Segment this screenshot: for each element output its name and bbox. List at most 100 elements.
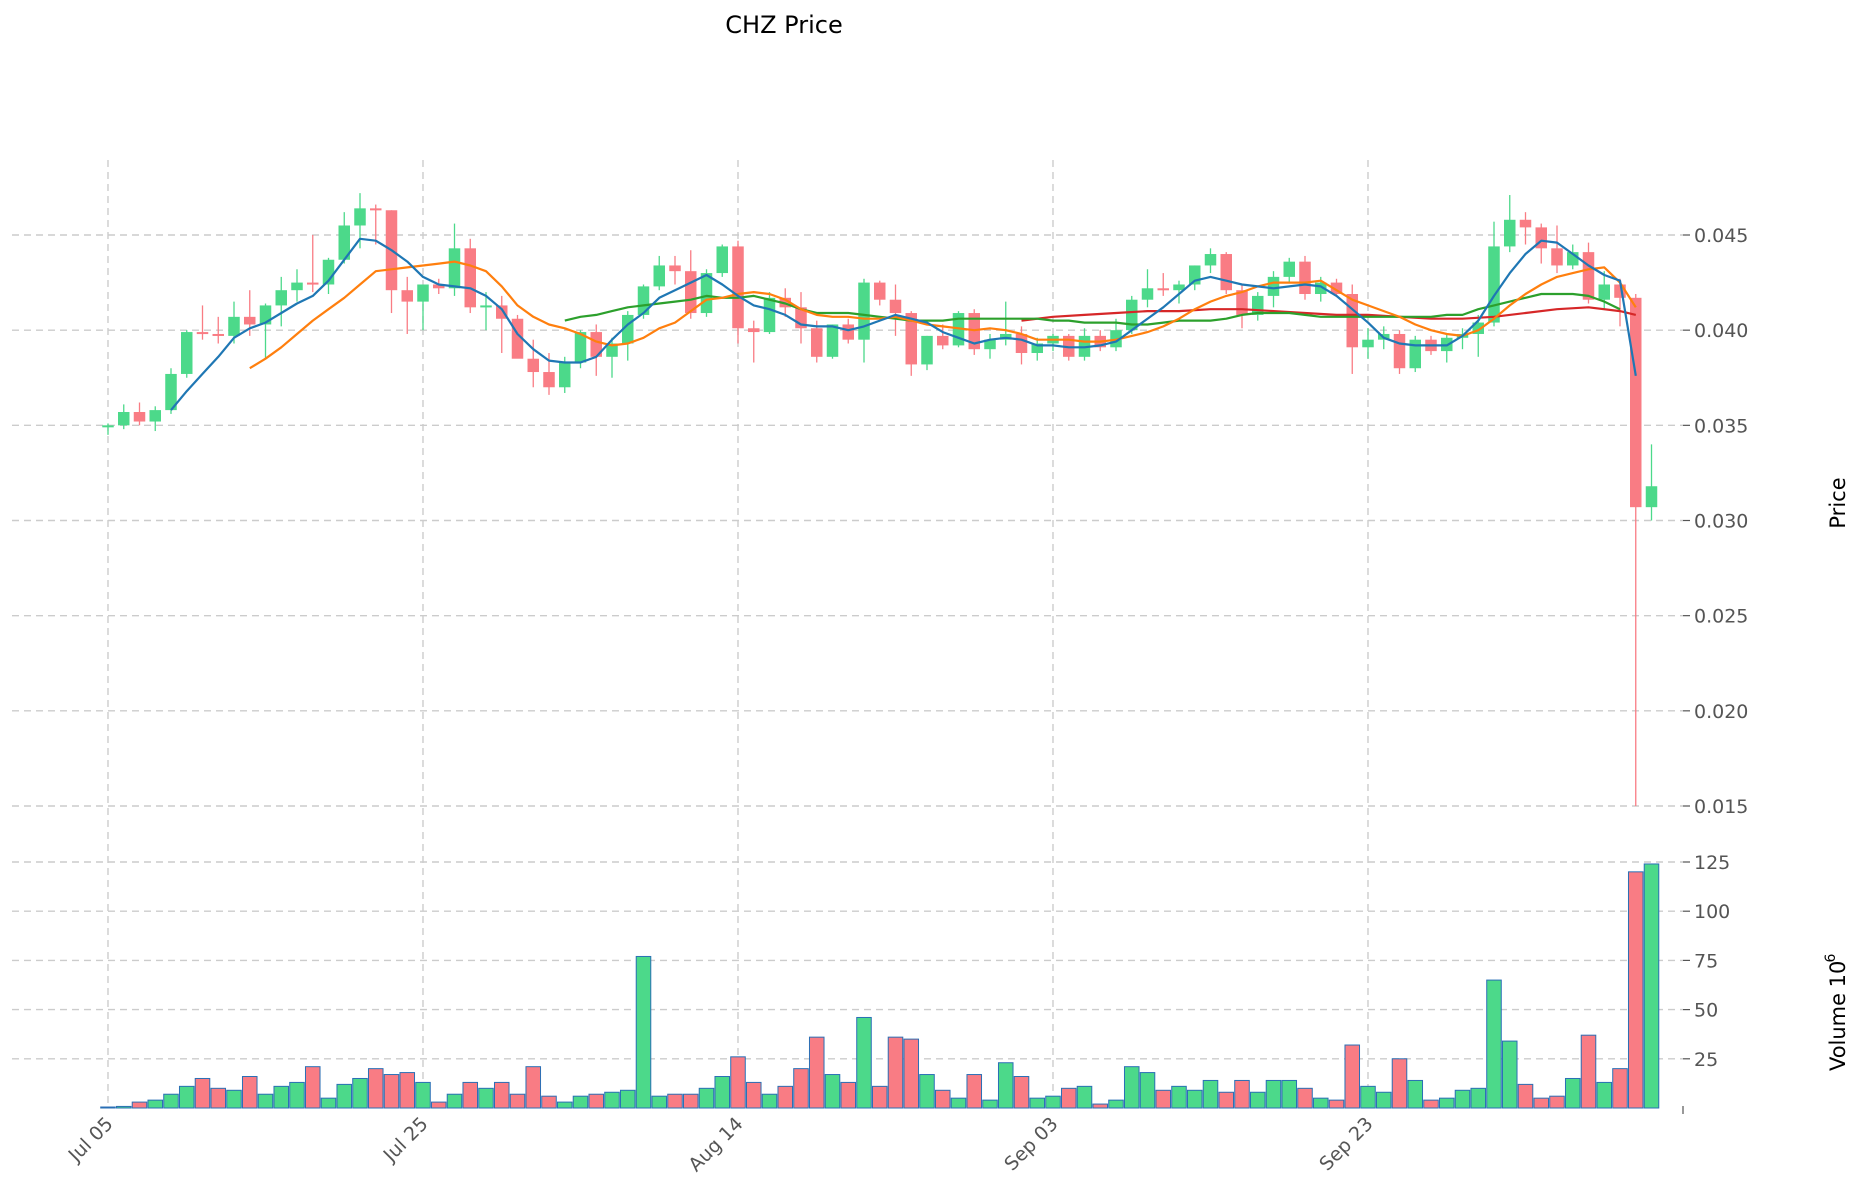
volume-bar	[745, 1081, 762, 1109]
candle-body	[307, 282, 319, 285]
volume-bar	[1533, 1097, 1550, 1109]
candle-body	[228, 316, 240, 336]
volume-bar	[887, 1036, 904, 1109]
volume-axis-label: Volume	[1826, 993, 1850, 1071]
volume-bar	[1076, 1085, 1093, 1109]
candle-body	[732, 246, 744, 329]
volume-bar	[462, 1081, 479, 1109]
volume-bar	[651, 1095, 668, 1109]
volume-bar	[982, 1099, 998, 1109]
candle-body	[181, 332, 193, 374]
volume-bar	[777, 1085, 794, 1109]
candle-body	[1220, 254, 1232, 291]
volume-bar	[1564, 1077, 1581, 1109]
candlesticks	[102, 193, 1658, 806]
volume-bar	[1013, 1076, 1030, 1109]
volume-bar	[131, 1101, 148, 1109]
price-tick-label: 0.035	[1694, 415, 1748, 437]
ma-short-line	[170, 237, 1637, 411]
candle-body	[1267, 276, 1280, 296]
candle-body	[1141, 288, 1154, 300]
candle-body	[1551, 248, 1563, 266]
volume-bar	[1060, 1087, 1077, 1109]
candle-body	[1283, 261, 1295, 277]
candle-body	[874, 282, 886, 300]
candle-body	[275, 290, 287, 306]
volume-bar	[336, 1083, 353, 1109]
x-tick-label: Aug 14	[684, 1113, 747, 1176]
ma-medium-line	[249, 260, 1637, 370]
candle-body	[165, 373, 177, 411]
candle-body	[1362, 339, 1374, 348]
volume-bar	[619, 1089, 636, 1109]
candle-body	[795, 307, 807, 329]
volume-bar	[604, 1091, 620, 1109]
price-tick-label: 0.040	[1694, 320, 1748, 342]
volume-bar	[241, 1076, 258, 1109]
volume-bar	[115, 1105, 132, 1109]
volume-bar	[194, 1077, 211, 1109]
volume-bar	[572, 1095, 589, 1109]
price-tick-label: 0.025	[1694, 606, 1748, 628]
volume-bar	[934, 1089, 951, 1109]
volume-bar	[163, 1093, 179, 1109]
price-tick-label: 0.030	[1694, 511, 1748, 533]
candle-body	[1015, 333, 1028, 354]
volume-bars	[100, 863, 1660, 1109]
candle-body	[826, 324, 839, 357]
chart-title: CHZ Price	[725, 11, 842, 39]
x-tick-label: Sep 23	[1315, 1113, 1377, 1175]
candle-body	[669, 265, 681, 272]
candle-body	[559, 362, 571, 388]
candle-body	[464, 248, 476, 308]
candle-body	[1393, 333, 1406, 369]
candle-body	[433, 284, 445, 289]
volume-bar	[1218, 1091, 1235, 1109]
volume-bar	[1423, 1099, 1439, 1109]
volume-bar	[1549, 1095, 1565, 1109]
candle-body	[700, 273, 713, 314]
volume-bar	[1139, 1072, 1156, 1109]
volume-tick-label: 75	[1694, 950, 1718, 972]
candle-body	[338, 225, 350, 260]
volume-bar	[1517, 1083, 1534, 1109]
candle-body	[244, 316, 256, 325]
price-tick-label: 0.015	[1694, 796, 1748, 818]
candle-body	[637, 286, 650, 315]
candle-body	[527, 358, 539, 373]
candle-body	[102, 425, 114, 428]
candle-body	[1519, 219, 1532, 228]
volume-bar	[1155, 1089, 1172, 1109]
volume-bar	[1297, 1087, 1313, 1109]
volume-bar	[1360, 1085, 1376, 1109]
candle-body	[1504, 219, 1516, 247]
volume-bar	[1454, 1089, 1471, 1109]
volume-bar	[1108, 1099, 1124, 1109]
volume-bar	[1249, 1091, 1266, 1109]
volume-bar	[1643, 863, 1660, 1109]
volume-bar	[761, 1093, 778, 1109]
volume-bar	[352, 1077, 368, 1109]
volume-bar	[588, 1093, 605, 1109]
volume-bar	[415, 1081, 431, 1109]
moving-average-lines	[170, 237, 1637, 411]
candle-body	[354, 208, 366, 226]
candle-body	[574, 332, 587, 363]
candle-body	[496, 305, 508, 319]
candle-body	[716, 246, 728, 274]
volume-bar	[399, 1072, 416, 1109]
volume-bar	[1470, 1087, 1487, 1109]
volume-bar	[493, 1081, 510, 1109]
candle-body	[1330, 282, 1343, 295]
candle-body	[1614, 284, 1626, 298]
volume-bar	[1202, 1079, 1219, 1109]
candle-body	[984, 339, 996, 350]
volume-bar	[871, 1085, 888, 1109]
volume-bar	[1045, 1095, 1061, 1109]
volume-bar	[1171, 1085, 1187, 1109]
candle-body	[685, 271, 697, 314]
price-tick-label: 0.020	[1694, 701, 1748, 723]
price-tick-label: 0.045	[1694, 225, 1748, 247]
volume-bar	[383, 1074, 400, 1109]
